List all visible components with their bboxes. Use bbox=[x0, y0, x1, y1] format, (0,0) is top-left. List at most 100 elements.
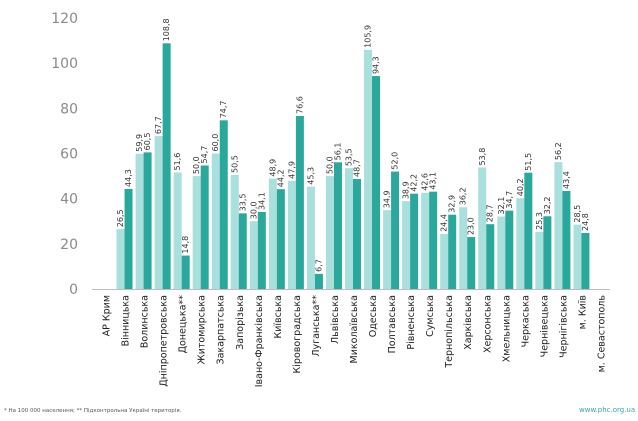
bar bbox=[554, 162, 563, 289]
x-tick-label: Чернівецька bbox=[539, 295, 550, 357]
data-label: 26,5 bbox=[116, 209, 125, 227]
x-tick-label: Одеська bbox=[368, 295, 379, 337]
data-label: 38,9 bbox=[402, 181, 411, 199]
data-label: 52,0 bbox=[391, 152, 400, 170]
bar bbox=[459, 207, 468, 289]
bar bbox=[325, 176, 334, 289]
x-tick-label: Сумська bbox=[425, 295, 436, 337]
data-label: 94,3 bbox=[372, 56, 381, 74]
bar bbox=[383, 210, 392, 289]
data-label: 56,2 bbox=[554, 142, 563, 160]
bar bbox=[154, 136, 163, 289]
data-label: 60,5 bbox=[143, 133, 152, 151]
data-label: 24,8 bbox=[581, 213, 590, 231]
x-tick-label: Херсонська bbox=[482, 295, 493, 353]
data-label: 34,7 bbox=[505, 191, 514, 209]
bar bbox=[562, 190, 571, 289]
x-tick-label: м. Севастополь bbox=[596, 295, 607, 373]
data-label: 54,7 bbox=[200, 146, 209, 164]
data-label: 23,0 bbox=[467, 217, 476, 235]
bar bbox=[257, 211, 266, 289]
data-label: 47,9 bbox=[287, 161, 296, 179]
bar bbox=[402, 201, 411, 289]
bar bbox=[181, 255, 190, 289]
x-tick-label: Київська bbox=[273, 295, 284, 339]
bar bbox=[314, 273, 323, 289]
bar bbox=[287, 180, 296, 289]
bar bbox=[135, 153, 144, 289]
x-tick-label: Волинська bbox=[140, 295, 151, 348]
bar bbox=[200, 165, 209, 289]
data-label: 45,3 bbox=[306, 167, 315, 185]
source-link[interactable]: www.phc.org.ua bbox=[579, 406, 636, 414]
data-label: 36,2 bbox=[459, 187, 468, 205]
bar bbox=[192, 176, 201, 289]
data-label: 43,4 bbox=[562, 171, 571, 189]
bar bbox=[238, 213, 247, 289]
data-label: 32,9 bbox=[448, 195, 457, 213]
bar bbox=[124, 188, 133, 289]
data-label: 44,2 bbox=[276, 169, 285, 187]
x-tick-label: Рівненська bbox=[406, 295, 417, 350]
x-tick-label: Хмельницька bbox=[501, 295, 512, 362]
data-label: 24,4 bbox=[440, 214, 449, 232]
bar bbox=[345, 168, 353, 289]
data-label: 51,6 bbox=[173, 153, 182, 171]
bar bbox=[440, 233, 449, 289]
data-label: 56,1 bbox=[333, 142, 342, 160]
bar bbox=[249, 221, 258, 289]
bar bbox=[306, 186, 315, 289]
x-tick-label: Полтавська bbox=[387, 295, 398, 353]
chart-footnote: * На 100 000 населення; ** Підконтрольна… bbox=[4, 408, 182, 414]
y-tick-label: 0 bbox=[69, 282, 78, 298]
bar bbox=[448, 214, 457, 289]
data-label: 30,0 bbox=[249, 201, 258, 219]
bar bbox=[364, 49, 373, 289]
y-tick-label: 100 bbox=[51, 56, 78, 72]
bar bbox=[116, 229, 125, 289]
data-label: 44,3 bbox=[124, 169, 133, 187]
data-label: 43,1 bbox=[429, 172, 438, 190]
x-tick-label: Луганська** bbox=[311, 295, 322, 357]
data-label: 108,8 bbox=[162, 18, 171, 41]
data-label: 6,7 bbox=[314, 259, 323, 272]
y-tick-label: 120 bbox=[51, 11, 78, 27]
data-label: 76,6 bbox=[295, 96, 304, 114]
data-label: 34,1 bbox=[257, 192, 266, 210]
bar bbox=[162, 43, 171, 289]
bar bbox=[333, 162, 342, 289]
bar bbox=[581, 232, 590, 289]
data-label: 48,7 bbox=[353, 159, 362, 177]
x-tick-label: Львівська bbox=[330, 295, 341, 344]
y-tick-label: 80 bbox=[60, 101, 78, 117]
bar bbox=[524, 172, 533, 289]
bar bbox=[219, 120, 228, 290]
data-label: 28,5 bbox=[573, 205, 582, 223]
bar bbox=[505, 210, 514, 289]
bar bbox=[516, 198, 525, 289]
x-tick-label: Тернопільська bbox=[444, 295, 455, 369]
bar bbox=[478, 167, 487, 289]
y-tick-label: 20 bbox=[60, 237, 78, 253]
bar bbox=[173, 172, 182, 289]
x-tick-label: Кіровоградська bbox=[292, 295, 303, 373]
x-tick-label: Харківська bbox=[463, 295, 474, 350]
data-label: 51,5 bbox=[524, 153, 533, 171]
data-label: 42,6 bbox=[421, 173, 430, 191]
bar bbox=[467, 237, 476, 289]
data-label: 53,5 bbox=[345, 148, 354, 166]
bar bbox=[211, 153, 220, 289]
data-label: 53,8 bbox=[478, 148, 487, 166]
x-tick-label: Чернігівська bbox=[558, 295, 569, 358]
bar bbox=[391, 171, 400, 289]
x-tick-label: м. Київ bbox=[577, 295, 588, 330]
bar bbox=[372, 76, 381, 289]
data-label: 50,5 bbox=[230, 155, 239, 173]
bar bbox=[429, 191, 438, 289]
data-label: 32,1 bbox=[497, 197, 506, 215]
y-tick-label: 60 bbox=[60, 147, 78, 163]
data-label: 67,7 bbox=[154, 116, 163, 134]
bar bbox=[497, 216, 506, 289]
data-label: 42,2 bbox=[410, 174, 419, 192]
